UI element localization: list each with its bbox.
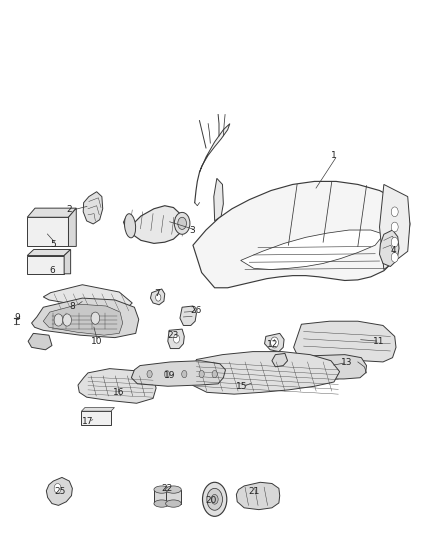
Circle shape — [212, 370, 217, 378]
Circle shape — [202, 482, 227, 516]
Text: 16: 16 — [113, 389, 124, 398]
Text: 5: 5 — [50, 239, 56, 248]
Text: 6: 6 — [50, 266, 56, 275]
Text: 19: 19 — [163, 372, 175, 381]
Circle shape — [174, 213, 190, 235]
Polygon shape — [379, 184, 410, 270]
Polygon shape — [68, 208, 76, 246]
Circle shape — [391, 222, 398, 232]
Polygon shape — [191, 352, 339, 394]
Polygon shape — [78, 369, 156, 403]
Ellipse shape — [154, 486, 170, 493]
Polygon shape — [43, 285, 132, 312]
Circle shape — [271, 337, 279, 348]
Circle shape — [391, 253, 398, 262]
Polygon shape — [241, 230, 384, 270]
Polygon shape — [64, 249, 71, 274]
Polygon shape — [293, 321, 396, 362]
Text: 20: 20 — [205, 496, 216, 505]
Text: 3: 3 — [190, 225, 195, 235]
Polygon shape — [131, 361, 226, 386]
Text: 2: 2 — [66, 205, 72, 214]
Polygon shape — [124, 206, 182, 244]
Circle shape — [199, 370, 204, 378]
Polygon shape — [199, 124, 230, 172]
Text: 21: 21 — [248, 487, 260, 496]
Circle shape — [54, 483, 61, 493]
Text: 17: 17 — [82, 417, 94, 426]
Polygon shape — [379, 230, 399, 266]
Text: 15: 15 — [237, 382, 248, 391]
Text: 12: 12 — [267, 340, 278, 349]
Polygon shape — [83, 192, 103, 224]
Polygon shape — [28, 333, 52, 350]
Ellipse shape — [166, 500, 181, 507]
Circle shape — [182, 370, 187, 378]
Polygon shape — [81, 408, 114, 411]
Ellipse shape — [124, 214, 136, 238]
Text: 9: 9 — [14, 313, 20, 322]
Polygon shape — [166, 490, 181, 504]
Polygon shape — [154, 490, 170, 504]
Ellipse shape — [166, 486, 181, 493]
Circle shape — [147, 370, 152, 378]
Polygon shape — [81, 411, 111, 425]
Text: 1: 1 — [331, 151, 337, 160]
Polygon shape — [27, 249, 71, 255]
Text: 25: 25 — [54, 487, 66, 496]
Text: 8: 8 — [69, 302, 75, 311]
Text: 22: 22 — [162, 484, 173, 493]
Text: 13: 13 — [340, 358, 352, 367]
Polygon shape — [27, 217, 68, 246]
Polygon shape — [32, 298, 139, 337]
Text: 23: 23 — [168, 330, 179, 340]
Polygon shape — [305, 354, 367, 379]
Polygon shape — [168, 329, 184, 349]
Circle shape — [178, 217, 187, 229]
Polygon shape — [151, 289, 165, 305]
Polygon shape — [193, 181, 410, 288]
Circle shape — [164, 370, 170, 378]
Text: 26: 26 — [191, 306, 202, 316]
Polygon shape — [265, 333, 284, 352]
Circle shape — [91, 312, 100, 324]
Polygon shape — [272, 353, 287, 367]
Circle shape — [207, 488, 223, 510]
Text: 10: 10 — [91, 337, 102, 346]
Polygon shape — [27, 255, 64, 274]
Polygon shape — [27, 208, 76, 217]
Text: 11: 11 — [373, 337, 385, 346]
Circle shape — [391, 237, 398, 247]
Polygon shape — [214, 179, 223, 221]
Circle shape — [63, 314, 71, 326]
Polygon shape — [43, 304, 123, 335]
Circle shape — [173, 335, 180, 343]
Circle shape — [391, 207, 398, 216]
Polygon shape — [46, 478, 72, 505]
Circle shape — [54, 314, 63, 326]
Circle shape — [211, 495, 218, 504]
Ellipse shape — [154, 500, 170, 507]
Polygon shape — [237, 482, 280, 510]
Circle shape — [155, 294, 161, 301]
Text: 7: 7 — [154, 289, 160, 298]
Text: 4: 4 — [390, 246, 396, 255]
Polygon shape — [180, 306, 196, 326]
